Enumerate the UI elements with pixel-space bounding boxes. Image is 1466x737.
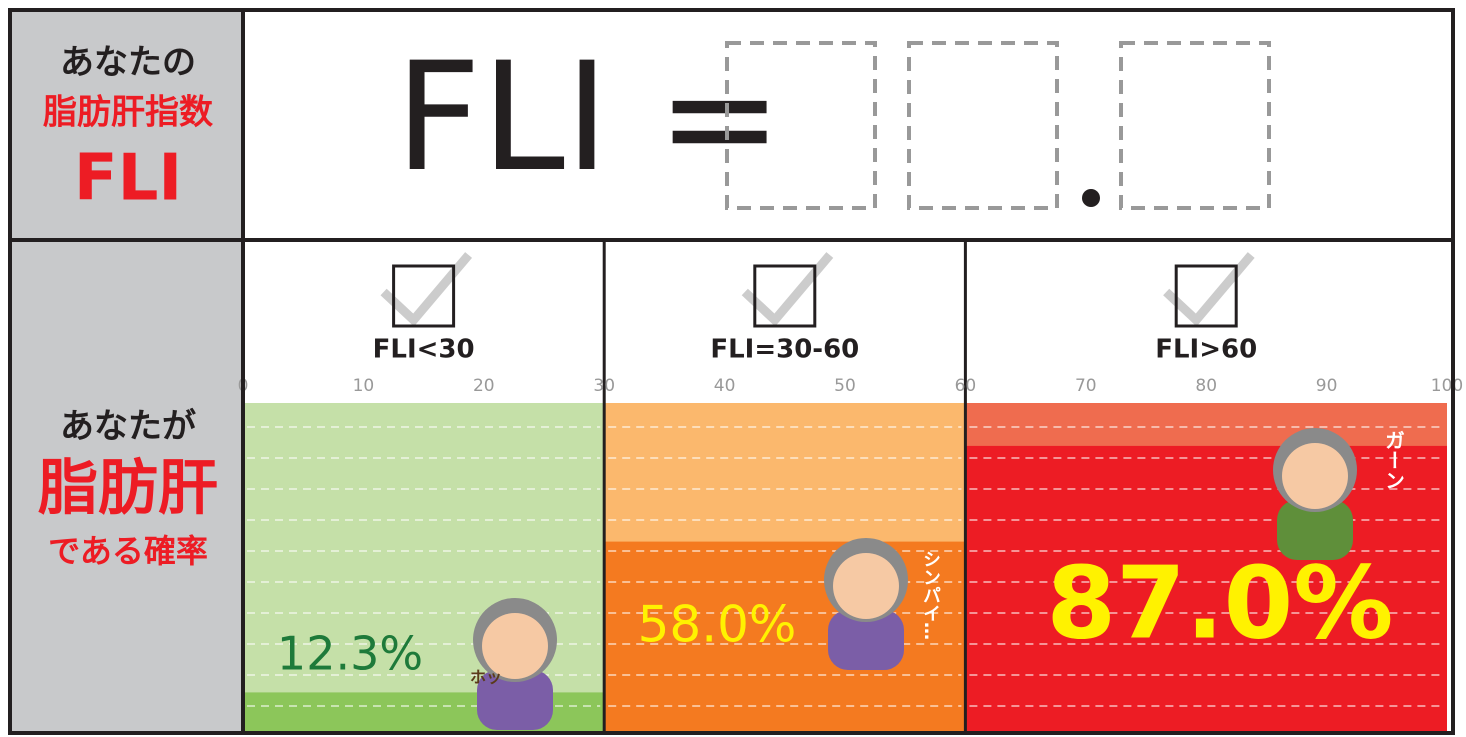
sound-effect: ガーン: [1382, 430, 1406, 490]
infographic: あなたの 脂肪肝指数 FLI あなたが 脂肪肝 である確率 FLI = FLI<…: [0, 0, 1466, 737]
x-tick-label: 100: [1431, 376, 1463, 396]
x-tick-label: 20: [473, 376, 495, 396]
formula: FLI =: [395, 31, 782, 205]
checkbox[interactable]: [394, 266, 454, 326]
value-label: 58.0%: [638, 596, 797, 654]
sound-effect: ホッ: [470, 668, 502, 687]
header-line: FLI: [74, 142, 182, 216]
x-tick-label: 80: [1195, 376, 1217, 396]
category-label: FLI=30-60: [710, 335, 859, 365]
checkbox[interactable]: [1176, 266, 1236, 326]
digit-boxes: [727, 43, 1269, 208]
x-tick-label: 30: [593, 376, 615, 396]
sound-effect: シンパイ…: [920, 550, 941, 640]
header-line: 脂肪肝指数: [43, 93, 213, 133]
x-tick-label: 90: [1316, 376, 1338, 396]
category-label: FLI>60: [1155, 335, 1257, 365]
value-label: 87.0%: [1047, 544, 1394, 661]
figure-face: [833, 553, 899, 619]
figure-face: [1282, 443, 1348, 509]
x-tick-label: 40: [714, 376, 736, 396]
result-line: 脂肪肝: [38, 454, 218, 524]
checkbox[interactable]: [755, 266, 815, 326]
header-line: あなたの: [60, 43, 196, 83]
x-tick-label: 10: [353, 376, 375, 396]
x-tick-label: 60: [955, 376, 977, 396]
decimal-point: [1082, 189, 1100, 207]
result-line: あなたが: [60, 407, 196, 447]
category-label: FLI<30: [373, 335, 475, 365]
x-tick-label: 70: [1075, 376, 1097, 396]
x-tick-label: 50: [834, 376, 856, 396]
value-label: 12.3%: [277, 627, 423, 681]
result-line: である確率: [48, 532, 208, 570]
